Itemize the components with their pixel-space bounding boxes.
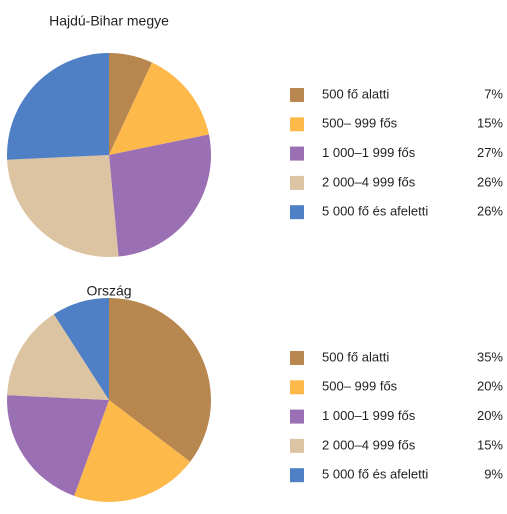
pie-slice <box>7 155 119 258</box>
legend-swatch <box>290 175 304 190</box>
value-label: 15% <box>477 116 503 131</box>
legend-label: 1 000–1 999 fős <box>322 145 416 160</box>
legend-label: 500 fő alatti <box>322 86 389 101</box>
value-label: 20% <box>477 408 503 423</box>
pie-slice <box>109 298 212 462</box>
legend-swatch <box>290 146 304 161</box>
legend-swatch <box>290 409 304 424</box>
legend-label: 5 000 fő és afeletti <box>322 467 428 482</box>
legend-swatch <box>290 380 304 395</box>
pie-slice <box>74 400 191 502</box>
legend-swatch <box>290 205 304 220</box>
pie-slice <box>7 53 110 160</box>
value-label: 26% <box>477 174 503 189</box>
legend-label: 500 fő alatti <box>322 349 389 364</box>
pie-slice <box>109 134 212 257</box>
legend-label: 1 000–1 999 fős <box>322 408 416 423</box>
pie-slice <box>7 395 110 496</box>
legend-swatch <box>290 468 304 483</box>
legend-label: 500– 999 fős <box>322 116 398 131</box>
value-label: 35% <box>477 349 503 364</box>
value-label: 20% <box>477 379 503 394</box>
chart-title: Hajdú-Bihar megye <box>49 13 169 29</box>
legend-swatch <box>290 438 304 453</box>
value-label: 15% <box>477 437 503 452</box>
chart-title: Ország <box>86 283 131 299</box>
pie-slice <box>53 297 109 400</box>
pie-slice <box>109 62 209 155</box>
legend-label: 2 000–4 999 fős <box>322 437 416 452</box>
legend-swatch <box>290 88 304 102</box>
value-label: 26% <box>477 204 503 219</box>
value-label: 27% <box>477 145 503 160</box>
pie-slice <box>109 53 153 155</box>
legend-label: 2 000–4 999 fős <box>322 174 416 189</box>
legend-label: 500– 999 fős <box>322 379 398 394</box>
value-label: 9% <box>484 467 503 482</box>
legend-swatch <box>290 351 304 365</box>
value-label: 7% <box>484 86 503 101</box>
legend-label: 5 000 fő és afeletti <box>322 204 428 219</box>
pie-slice <box>7 314 109 400</box>
legend-swatch <box>290 117 304 132</box>
